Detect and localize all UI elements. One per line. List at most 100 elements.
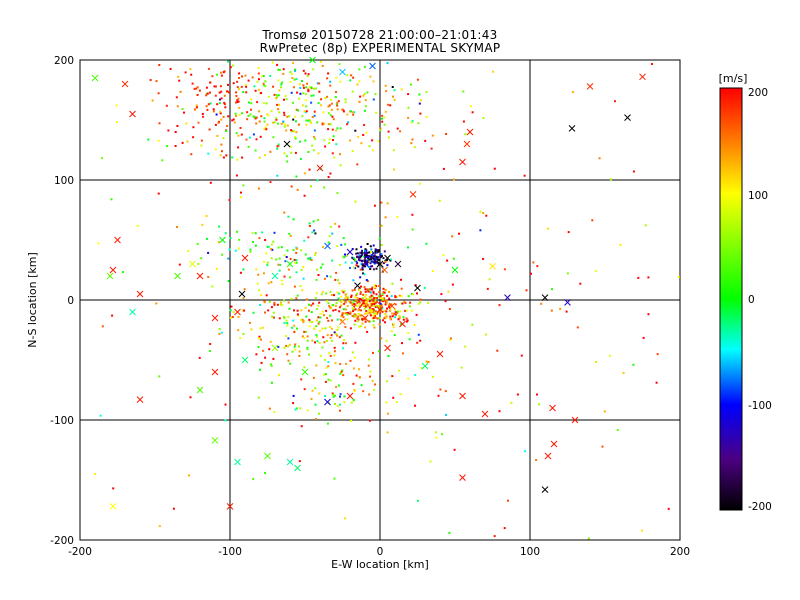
data-point — [374, 299, 377, 302]
data-point — [225, 154, 228, 157]
data-point — [364, 254, 367, 257]
data-point — [220, 90, 223, 93]
data-point — [278, 257, 281, 260]
data-point — [383, 116, 386, 119]
data-point — [368, 288, 371, 291]
data-point — [312, 376, 315, 379]
data-point — [384, 313, 387, 316]
data-point — [335, 91, 337, 93]
data-point — [327, 365, 330, 368]
data-point — [356, 292, 358, 295]
data-point — [242, 91, 245, 93]
data-point — [209, 81, 212, 84]
data-point — [368, 145, 371, 148]
data-point — [372, 257, 375, 260]
data-point — [221, 150, 223, 153]
data-point — [382, 257, 385, 260]
data-point — [546, 227, 549, 230]
data-point — [448, 308, 451, 310]
data-point — [247, 79, 250, 82]
data-point — [330, 98, 332, 101]
data-point — [379, 129, 382, 132]
data-point — [311, 321, 314, 323]
data-point — [442, 254, 445, 257]
data-point — [311, 389, 314, 392]
data-point — [354, 319, 357, 322]
data-point — [525, 289, 528, 292]
data-point — [328, 352, 331, 355]
data-point — [251, 76, 254, 79]
data-point — [375, 255, 378, 258]
data-point — [364, 290, 367, 293]
data-point — [283, 254, 286, 257]
data-point — [400, 287, 403, 290]
data-point — [398, 317, 401, 320]
data-point — [567, 231, 570, 234]
data-point — [101, 325, 104, 328]
data-point — [367, 364, 370, 367]
data-point — [389, 104, 392, 107]
data-point — [263, 272, 265, 275]
data-point — [277, 68, 280, 71]
data-point — [311, 144, 314, 147]
data-point — [369, 268, 372, 270]
data-point — [371, 300, 374, 303]
data-point — [205, 86, 208, 89]
data-point — [270, 110, 273, 113]
data-point — [368, 296, 371, 298]
data-point — [258, 289, 261, 292]
data-point — [345, 342, 347, 345]
data-point — [313, 114, 316, 117]
data-point — [374, 257, 377, 260]
data-point — [417, 122, 420, 125]
data-point — [485, 214, 488, 217]
data-point — [358, 302, 361, 305]
data-point — [290, 185, 293, 188]
data-point — [373, 389, 375, 392]
data-point — [362, 272, 365, 275]
data-point — [647, 276, 650, 279]
data-point — [304, 99, 307, 102]
data-point — [285, 155, 288, 158]
data-point — [213, 85, 216, 88]
data-point — [304, 72, 307, 75]
data-point — [225, 130, 228, 132]
data-point — [369, 305, 372, 308]
data-point — [408, 305, 411, 308]
data-point — [393, 334, 396, 337]
data-point — [197, 263, 200, 265]
data-point — [411, 119, 414, 122]
data-point — [368, 260, 371, 263]
data-point — [677, 276, 680, 278]
data-point — [576, 326, 579, 329]
data-point — [367, 298, 370, 301]
data-point — [482, 116, 485, 119]
data-point — [359, 291, 362, 293]
data-point — [174, 131, 177, 133]
data-point — [319, 316, 322, 319]
data-point — [372, 301, 375, 304]
data-point — [337, 326, 340, 329]
data-point — [323, 341, 326, 344]
data-point — [377, 250, 379, 253]
data-point — [339, 363, 342, 365]
data-point — [377, 256, 380, 259]
data-point — [441, 433, 444, 436]
data-point — [358, 368, 360, 371]
data-point — [447, 290, 450, 293]
data-point — [331, 128, 334, 131]
data-point — [227, 60, 229, 63]
data-point — [372, 314, 375, 317]
data-point — [318, 412, 320, 415]
data-point — [323, 358, 326, 361]
data-point — [246, 118, 249, 121]
data-point — [326, 95, 329, 98]
data-point — [335, 302, 338, 304]
data-point — [358, 376, 361, 379]
data-point — [188, 474, 190, 477]
data-point — [351, 150, 354, 153]
data-point — [289, 80, 292, 83]
data-point — [305, 119, 308, 122]
data-point — [218, 91, 221, 94]
data-point — [280, 279, 283, 282]
